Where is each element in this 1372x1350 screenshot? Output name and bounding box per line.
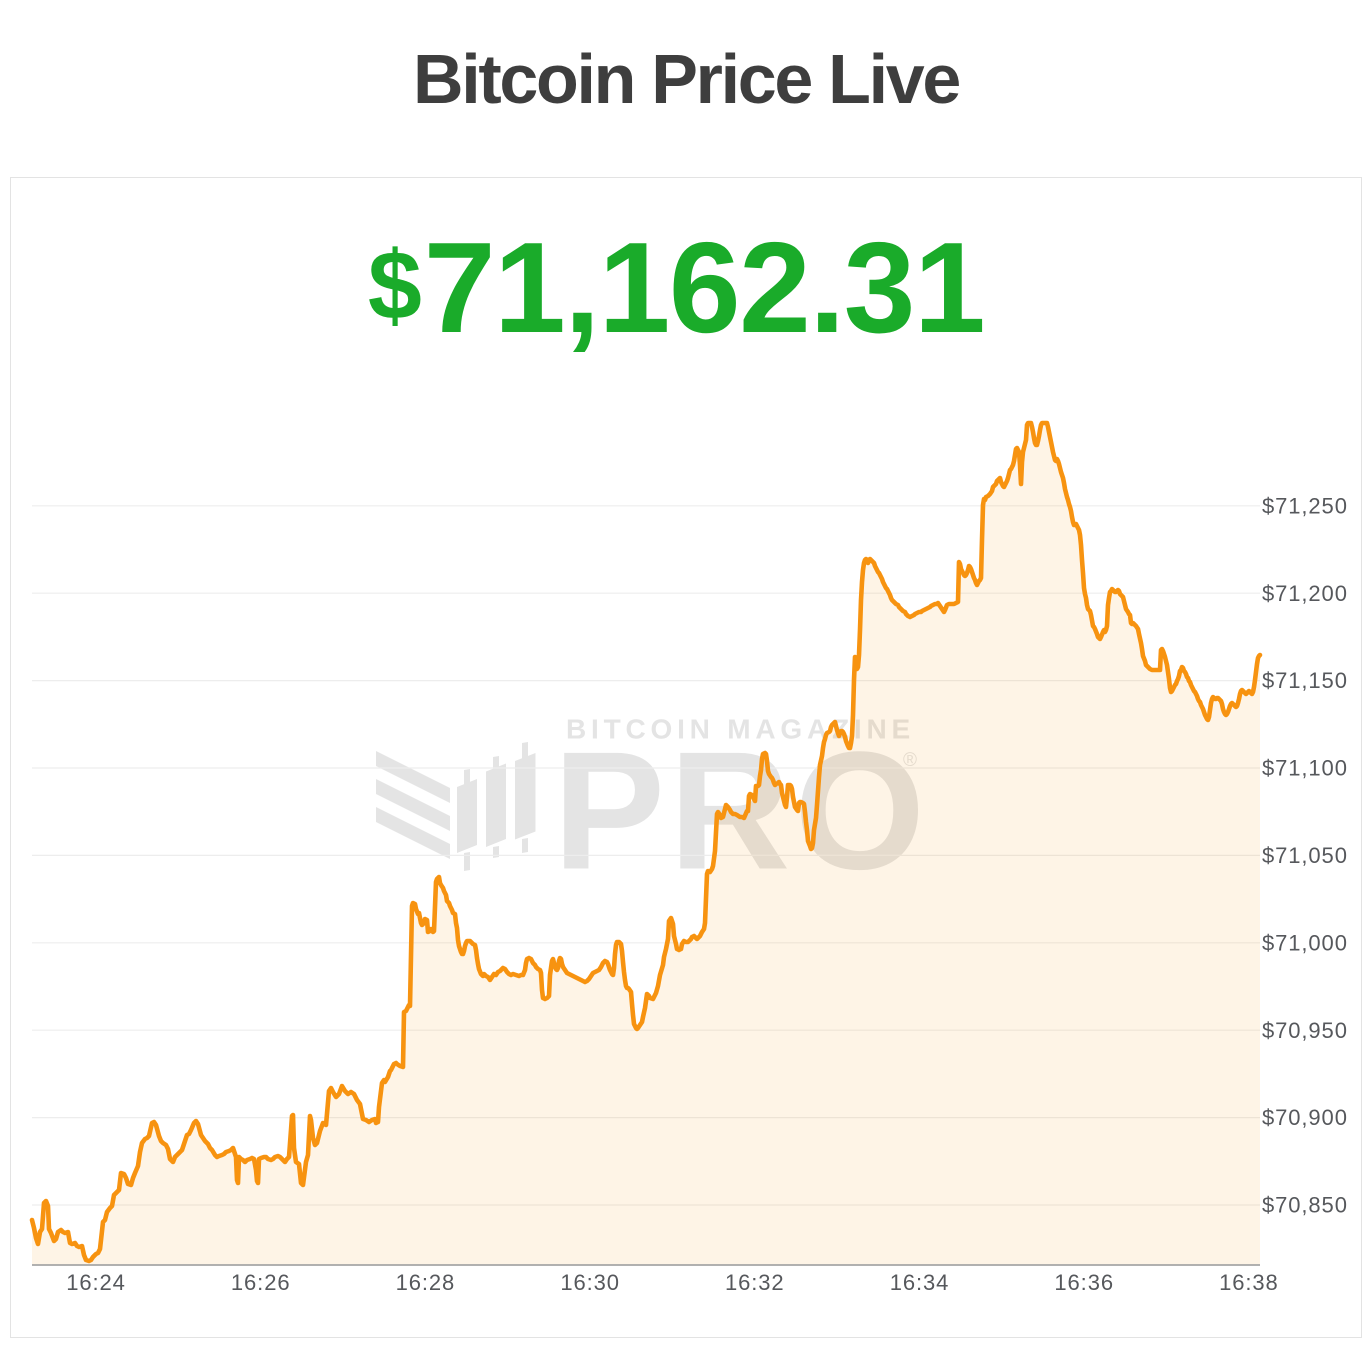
svg-text:16:30: 16:30 [560, 1270, 620, 1295]
svg-text:16:38: 16:38 [1219, 1270, 1279, 1295]
svg-text:$71,200: $71,200 [1262, 581, 1348, 606]
svg-text:$70,900: $70,900 [1262, 1105, 1348, 1130]
svg-text:16:24: 16:24 [66, 1270, 126, 1295]
svg-text:16:36: 16:36 [1054, 1270, 1114, 1295]
svg-text:®: ® [903, 750, 917, 771]
svg-text:$71,000: $71,000 [1262, 930, 1348, 955]
svg-text:16:34: 16:34 [890, 1270, 950, 1295]
svg-text:$71,100: $71,100 [1262, 756, 1348, 781]
svg-text:$71,150: $71,150 [1262, 668, 1348, 693]
svg-text:16:28: 16:28 [396, 1270, 456, 1295]
svg-text:$70,950: $70,950 [1262, 1018, 1348, 1043]
svg-text:16:26: 16:26 [231, 1270, 291, 1295]
svg-text:PRO: PRO [553, 717, 929, 905]
svg-text:$71,050: $71,050 [1262, 843, 1348, 868]
svg-text:16:32: 16:32 [725, 1270, 785, 1295]
svg-text:$71,250: $71,250 [1262, 493, 1348, 518]
svg-text:$70,850: $70,850 [1262, 1193, 1348, 1218]
